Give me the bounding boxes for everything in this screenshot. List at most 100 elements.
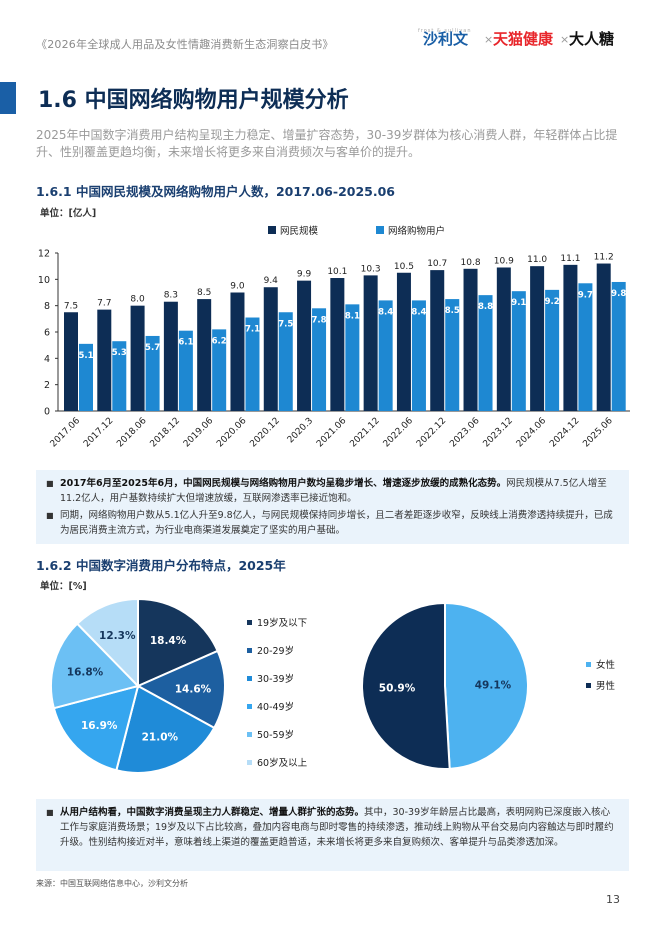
brand-separator: × xyxy=(560,33,570,46)
bar-online-shoppers xyxy=(511,291,526,411)
chart2-unit: 单位：[%] xyxy=(40,581,87,592)
section-lead: 2025年中国数字消费用户结构呈现主力稳定、增量扩容态势，30-39岁群体为核心… xyxy=(36,128,618,159)
y-tick-label: 4 xyxy=(44,354,50,365)
data-label-netizens: 10.5 xyxy=(394,262,414,272)
y-tick-label: 0 xyxy=(44,407,50,418)
age-legend-swatch xyxy=(247,704,252,709)
age-pie-slice xyxy=(137,597,219,688)
bar-online-shoppers xyxy=(345,304,360,411)
age-legend-label: 50-59岁 xyxy=(257,729,294,741)
bar-netizens xyxy=(496,267,511,411)
bar-online-shoppers xyxy=(212,329,227,411)
data-label-netizens: 10.1 xyxy=(327,267,347,277)
data-label-netizens: 8.3 xyxy=(164,291,178,301)
bar-online-shoppers xyxy=(178,330,193,411)
bar-netizens xyxy=(463,268,478,411)
age-pie-slice-label: 21.0% xyxy=(142,731,179,743)
x-tick-label: 2023.06 xyxy=(448,416,482,450)
x-tick-label: 2018.06 xyxy=(115,416,149,450)
brand-frost-small: frost & sullivan xyxy=(418,28,472,34)
bar-netizens xyxy=(363,275,378,411)
brand-frost-sullivan: 沙利文 xyxy=(423,30,469,48)
data-label-online-shoppers: 7.8 xyxy=(312,315,327,325)
report-title: 《2026年全球成人用品及女性情趣消费新生态洞察白皮书》 xyxy=(36,38,334,51)
legend-swatch-2 xyxy=(376,226,384,234)
x-tick-label: 2022.12 xyxy=(415,416,448,449)
bar-online-shoppers xyxy=(112,341,127,411)
x-tick-label: 2017.12 xyxy=(82,416,115,449)
section-accent-bar xyxy=(0,82,16,114)
bar-netizens xyxy=(563,264,578,411)
bar-online-shoppers xyxy=(278,312,293,411)
data-label-netizens: 9.4 xyxy=(264,276,279,286)
data-label-netizens: 7.7 xyxy=(97,299,111,309)
age-legend-swatch xyxy=(247,676,252,681)
gender-legend-label: 男性 xyxy=(596,680,616,692)
pie-charts: 18.4% 14.6% 21.0% 16.9% 16.8% 12.3% 19岁及以下 20-2… xyxy=(50,597,616,774)
age-legend-swatch xyxy=(247,620,252,625)
x-tick-label: 2021.06 xyxy=(315,416,349,450)
data-label-netizens: 11.0 xyxy=(527,255,547,265)
legend-label-1: 网民规模 xyxy=(280,225,319,237)
gender-pie-slice-label: 49.1% xyxy=(475,680,512,692)
bar-online-shoppers xyxy=(478,295,493,411)
legend-label-2: 网络购物用户 xyxy=(388,225,445,237)
bar-chart: 0 2 4 6 8 10 12 网民规模 网络购物用户 7.5 5.1 2017.06 7.7 5.3 20… xyxy=(38,225,630,450)
data-label-netizens: 10.8 xyxy=(461,258,481,268)
y-tick-label: 10 xyxy=(38,275,50,286)
bar-online-shoppers xyxy=(145,335,160,411)
x-tick-label: 2017.06 xyxy=(49,416,83,450)
age-pie-slice-label: 12.3% xyxy=(99,630,136,642)
data-label-online-shoppers: 9.8 xyxy=(611,289,626,299)
data-label-online-shoppers: 6.2 xyxy=(212,336,227,346)
bar-netizens xyxy=(97,309,112,411)
source-note: 来源：中国互联网络信息中心，沙利文分析 xyxy=(36,879,188,888)
bar-online-shoppers xyxy=(545,289,560,411)
data-label-online-shoppers: 8.1 xyxy=(345,311,360,321)
bar-online-shoppers xyxy=(79,343,93,411)
data-label-online-shoppers: 5.1 xyxy=(78,351,93,361)
y-tick-label: 6 xyxy=(44,328,50,339)
age-legend-label: 40-49岁 xyxy=(257,701,294,713)
data-label-netizens: 7.5 xyxy=(64,301,78,311)
chart1-unit: 单位：[亿人] xyxy=(40,208,97,219)
age-pie-slice xyxy=(135,649,226,730)
age-legend-label: 20-29岁 xyxy=(257,645,294,657)
x-tick-label: 2025.06 xyxy=(581,416,615,450)
x-tick-label: 2022.06 xyxy=(382,416,416,450)
bar-netizens xyxy=(263,287,278,411)
data-label-online-shoppers: 5.3 xyxy=(112,348,127,358)
data-label-online-shoppers: 9.1 xyxy=(511,298,526,308)
data-label-online-shoppers: 8.8 xyxy=(478,302,493,312)
age-legend-swatch xyxy=(247,760,252,765)
data-label-online-shoppers: 8.4 xyxy=(378,307,393,317)
data-label-netizens: 9.0 xyxy=(230,282,245,292)
data-label-online-shoppers: 9.2 xyxy=(545,297,560,307)
data-label-online-shoppers: 8.4 xyxy=(411,307,426,317)
summary-box-2: 从用户结构看，中国数字消费呈现主力人群稳定、增量人群扩张的态势。其中，30-39… xyxy=(36,799,629,871)
age-pie-slice-label: 18.4% xyxy=(150,635,187,647)
bar-netizens xyxy=(230,292,245,411)
x-tick-label: 2021.12 xyxy=(348,416,381,449)
data-label-netizens: 8.0 xyxy=(130,295,145,305)
x-tick-label: 2024.12 xyxy=(548,416,581,449)
summary2-point-1: 从用户结构看，中国数字消费呈现主力人群稳定、增量人群扩张的态势。其中，30-39… xyxy=(46,805,619,850)
data-label-netizens: 8.5 xyxy=(197,288,211,298)
summary1-point-2: 同期，网络购物用户数从5.1亿人升至9.8亿人，与网民规模保持同步增长，且二者差… xyxy=(46,508,619,538)
bar-online-shoppers xyxy=(411,300,426,411)
bar-online-shoppers xyxy=(611,281,626,411)
brand-separator: × xyxy=(484,33,494,46)
bar-netizens xyxy=(297,280,312,411)
data-label-online-shoppers: 8.5 xyxy=(445,306,460,316)
data-label-online-shoppers: 6.1 xyxy=(178,338,193,348)
age-legend-label: 19岁及以下 xyxy=(257,617,307,629)
bar-online-shoppers xyxy=(445,299,460,411)
data-label-online-shoppers: 9.7 xyxy=(578,290,593,300)
y-tick-label: 8 xyxy=(44,301,50,312)
gender-pie-slice xyxy=(444,601,529,770)
x-tick-label: 2019.06 xyxy=(182,416,216,450)
summary-box-1: 2017年6月至2025年6月，中国网民规模与网络购物用户数均呈稳步增长、增速逐… xyxy=(36,470,629,544)
gender-legend-swatch xyxy=(586,683,591,688)
gender-pie-slice xyxy=(361,601,451,770)
data-label-netizens: 10.7 xyxy=(427,259,447,269)
